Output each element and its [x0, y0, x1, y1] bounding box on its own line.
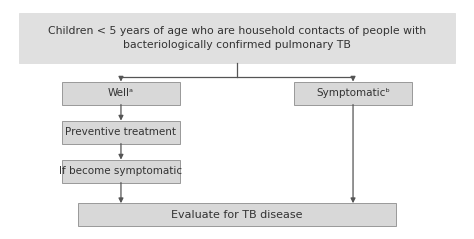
FancyBboxPatch shape: [78, 203, 396, 226]
Text: Evaluate for TB disease: Evaluate for TB disease: [171, 210, 303, 220]
Text: If become symptomatic: If become symptomatic: [59, 166, 182, 176]
Text: Symptomaticᵇ: Symptomaticᵇ: [316, 88, 390, 98]
FancyBboxPatch shape: [62, 160, 180, 183]
FancyBboxPatch shape: [62, 82, 180, 105]
FancyBboxPatch shape: [18, 13, 456, 63]
FancyBboxPatch shape: [62, 121, 180, 144]
FancyBboxPatch shape: [294, 82, 412, 105]
Text: Children < 5 years of age who are household contacts of people with
bacteriologi: Children < 5 years of age who are househ…: [48, 26, 426, 50]
Text: Wellᵃ: Wellᵃ: [108, 88, 134, 98]
Text: Preventive treatment: Preventive treatment: [65, 127, 176, 137]
